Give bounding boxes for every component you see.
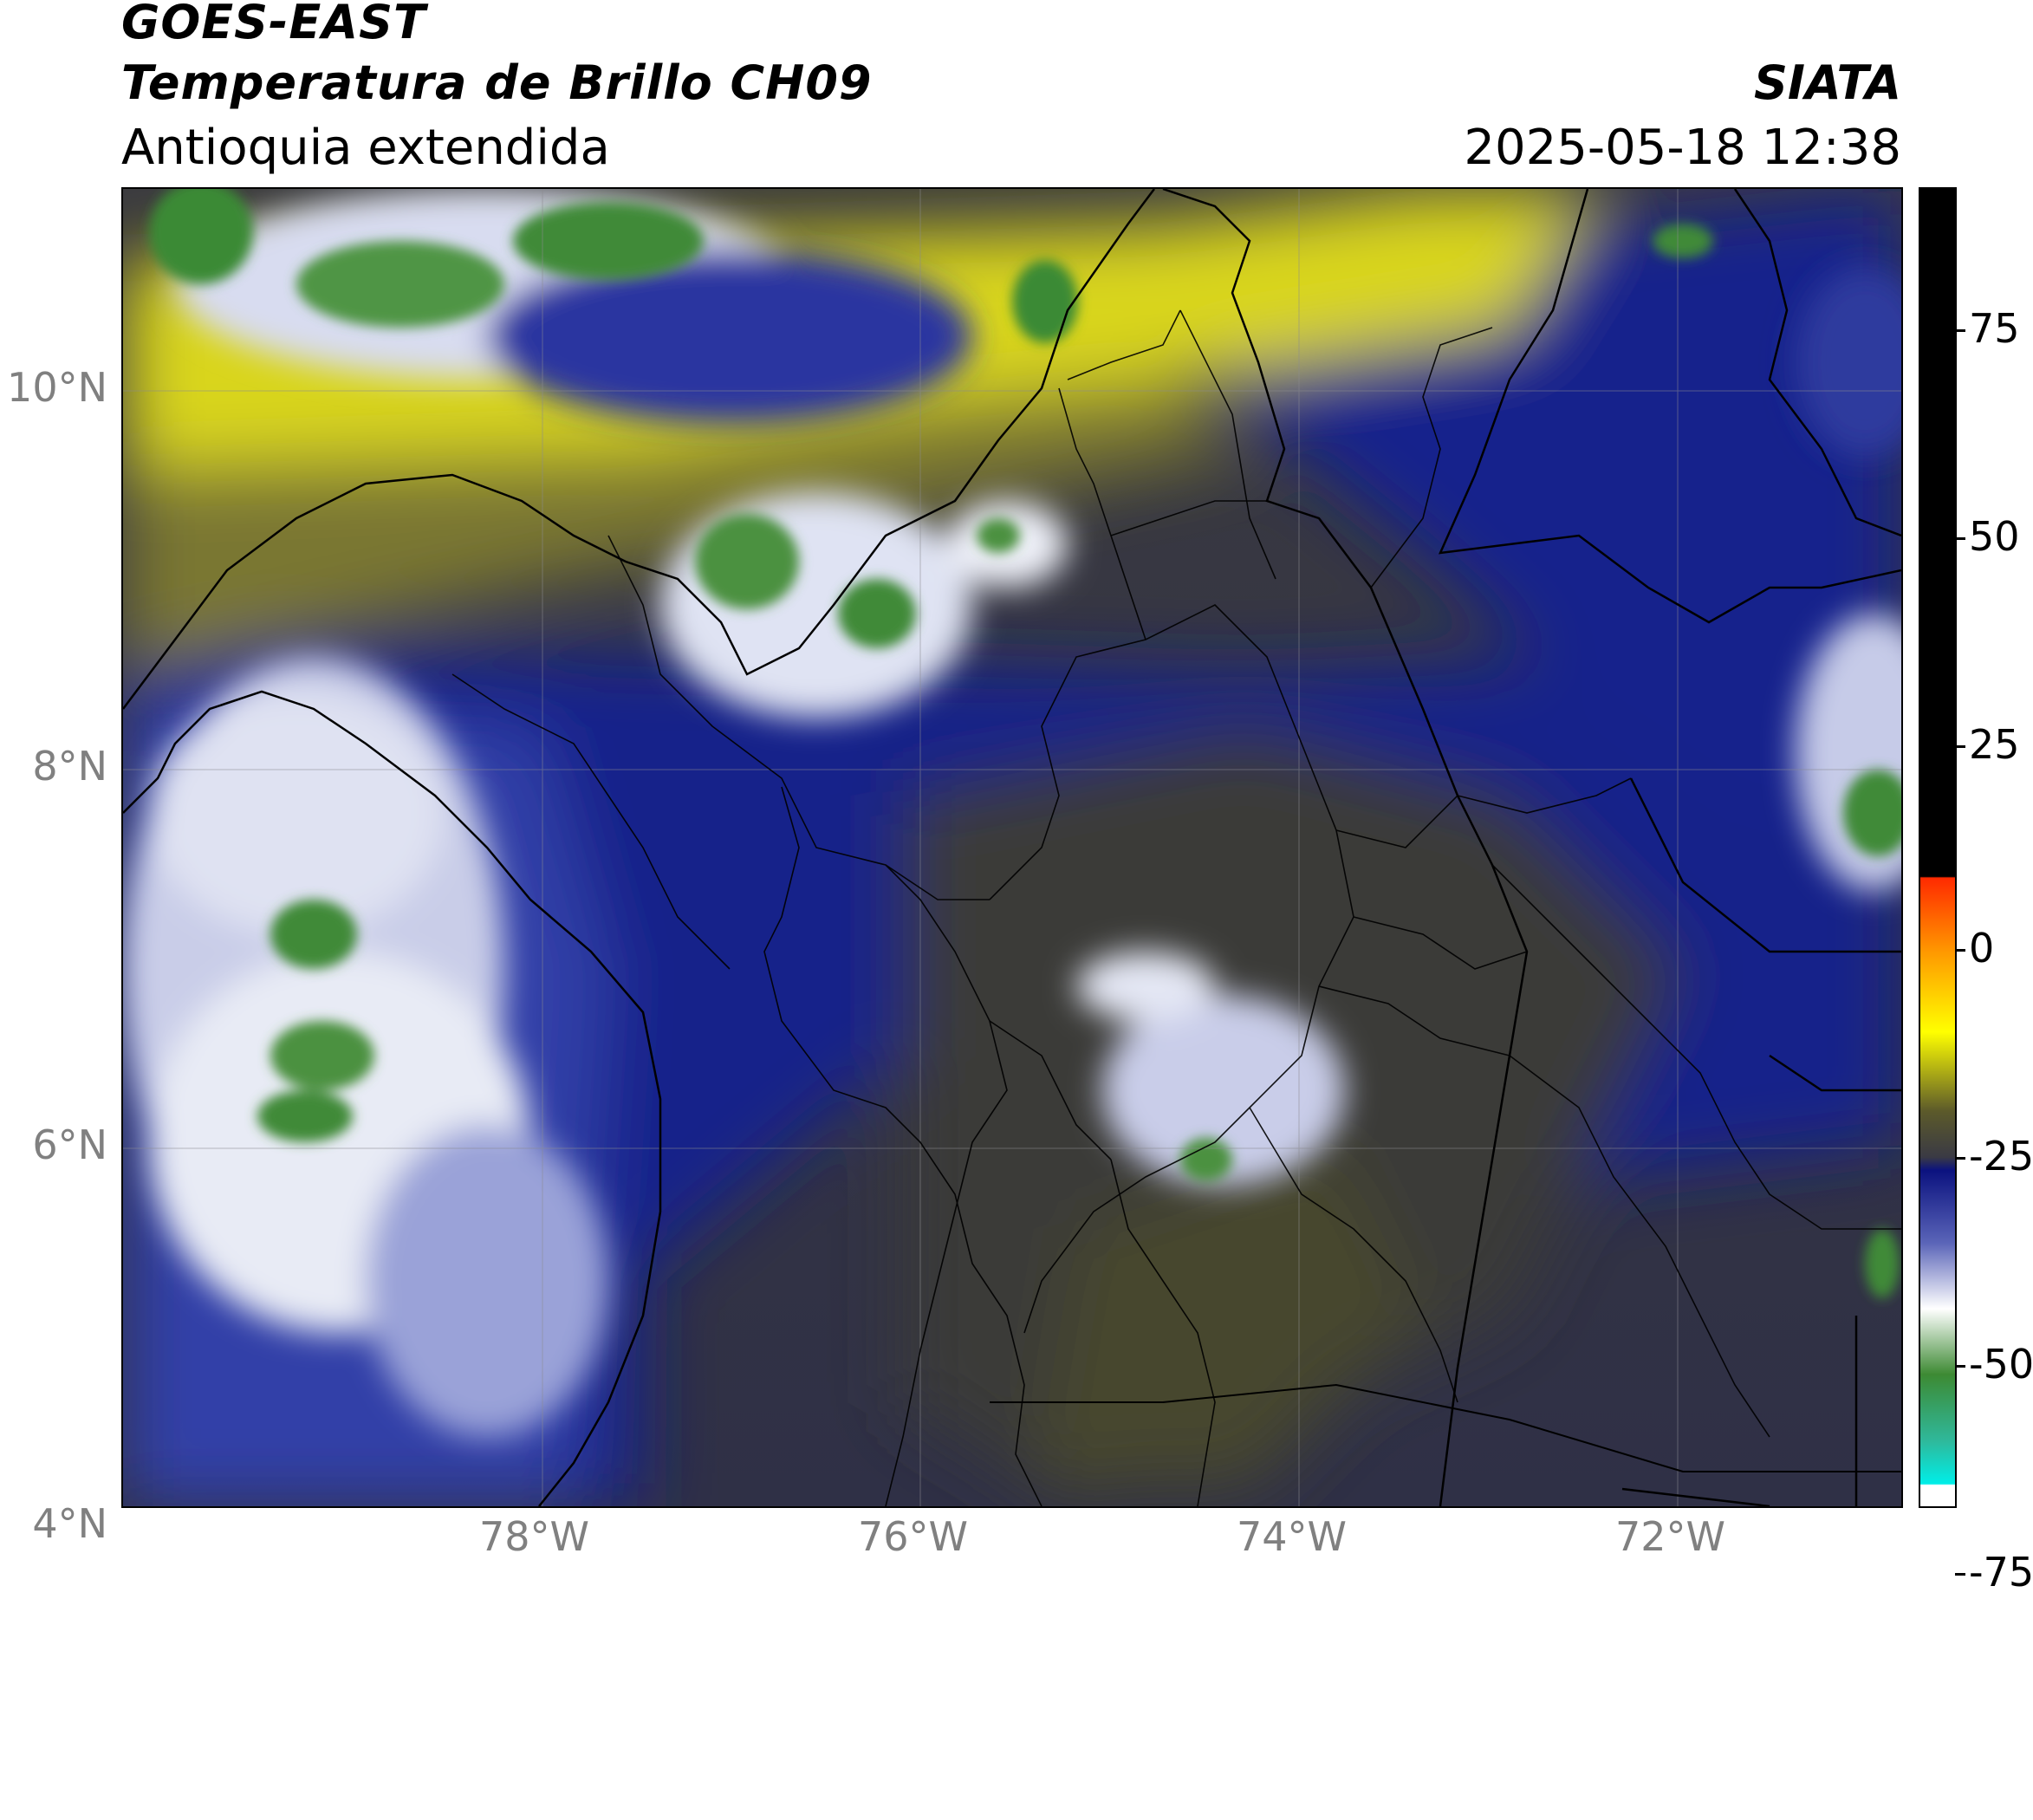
product-title: Temperatura de Brillo CH09: [121, 55, 873, 110]
lon-label-78w: 78°W: [479, 1513, 590, 1560]
lon-label-72w: 72°W: [1615, 1513, 1726, 1560]
satellite-map: [121, 187, 1903, 1508]
colorbar-label-0: 0: [1969, 925, 1995, 972]
colorbar-tick: [1955, 949, 1965, 952]
organization-label: SIATA: [1753, 55, 1901, 110]
colorbar-tick: [1955, 1365, 1965, 1368]
colorbar-label-minus25: -25: [1969, 1133, 2033, 1180]
lon-label-76w: 76°W: [858, 1513, 969, 1560]
map-image: [123, 189, 1901, 1506]
colorbar-label-75: 75: [1969, 305, 2020, 352]
colorbar-label-50: 50: [1969, 513, 2020, 560]
colorbar-tick: [1955, 537, 1965, 540]
colorbar-tick: [1955, 1157, 1965, 1160]
region-subtitle: Antioquia extendida: [121, 120, 610, 176]
lat-label-8n: 8°N: [32, 743, 107, 790]
colorbar: [1919, 187, 1957, 1508]
colorbar-label-minus50: -50: [1969, 1341, 2033, 1388]
lat-label-10n: 10°N: [7, 364, 107, 411]
satellite-title: GOES-EAST: [121, 0, 426, 49]
lat-label-4n: 4°N: [32, 1500, 107, 1547]
lon-label-74w: 74°W: [1237, 1513, 1348, 1560]
datetime-label: 2025-05-18 12:38: [1464, 120, 1901, 176]
colorbar-tick: [1955, 1573, 1965, 1576]
colorbar-tick: [1955, 329, 1965, 332]
colorbar-label-25: 25: [1969, 721, 2020, 768]
colorbar-tick: [1955, 745, 1965, 748]
colorbar-gradient: [1920, 189, 1955, 1506]
lat-label-6n: 6°N: [32, 1121, 107, 1168]
colorbar-label-minus75: -75: [1969, 1549, 2033, 1596]
